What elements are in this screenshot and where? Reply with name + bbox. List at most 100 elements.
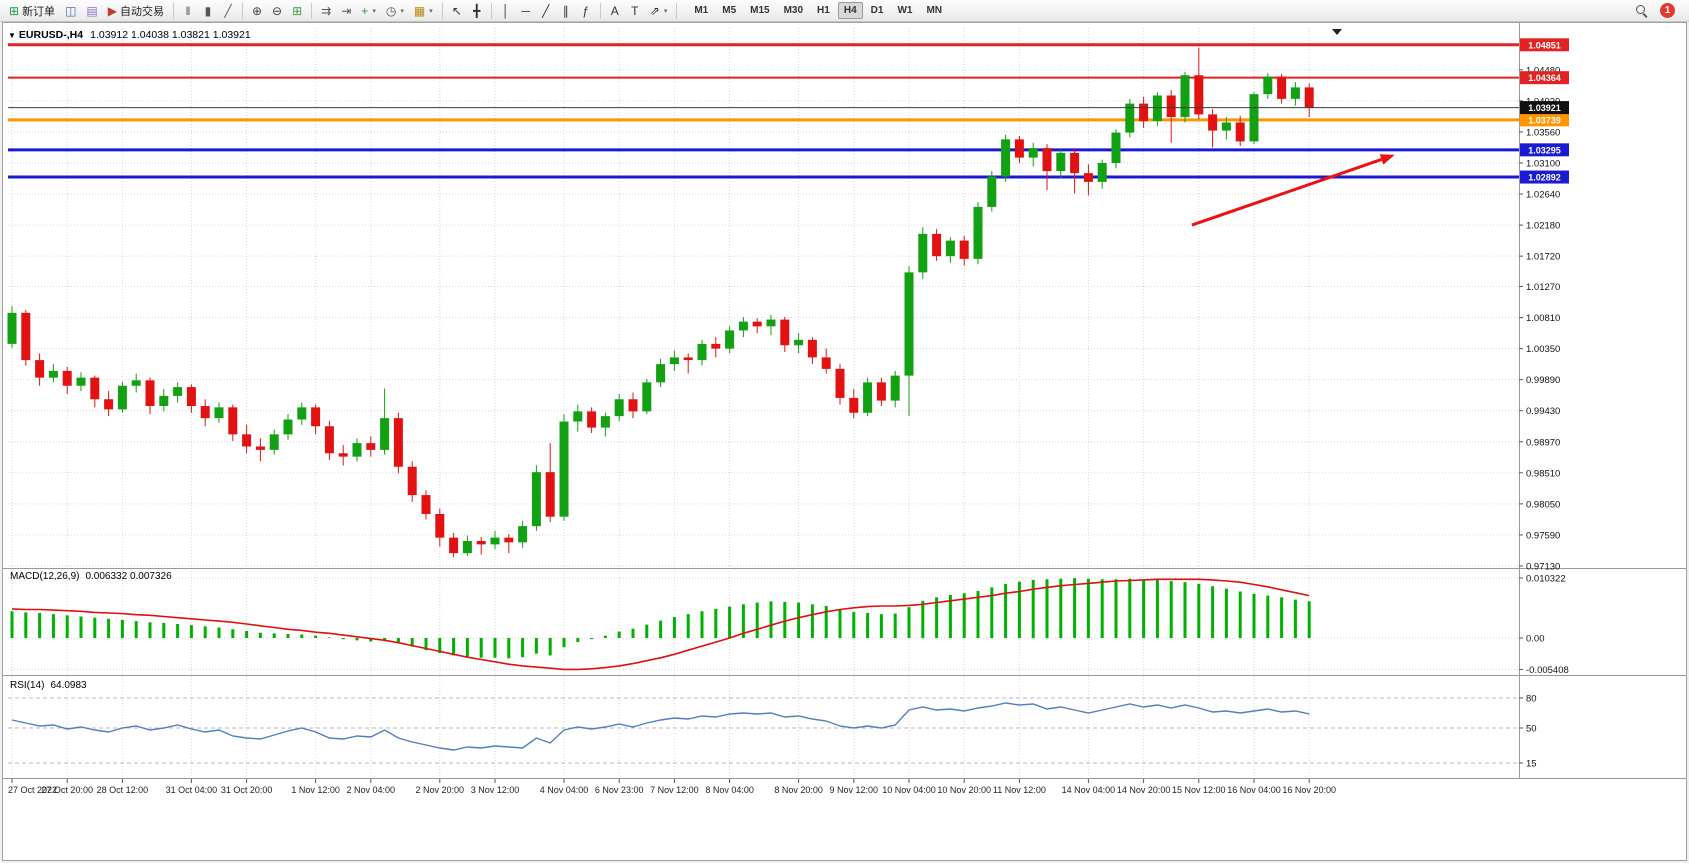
timeframe-w1-button[interactable]: W1 xyxy=(891,2,918,19)
auto-scroll-button[interactable]: ⇉ xyxy=(317,2,335,20)
svg-text:6 Nov 23:00: 6 Nov 23:00 xyxy=(595,785,644,795)
zoom-in-button[interactable]: ⊕ xyxy=(248,2,266,20)
rsi-line xyxy=(11,702,1310,751)
macd-signal-line xyxy=(11,578,1310,671)
notification-badge[interactable]: 1 xyxy=(1660,3,1675,18)
arrows-button[interactable]: ⇗ ▾ xyxy=(646,2,672,20)
candles[interactable] xyxy=(7,47,1314,558)
chart-menu-icon[interactable]: ▼ xyxy=(8,31,16,40)
rsi-value: 64.0983 xyxy=(50,680,87,691)
new-order-label: 新订单 xyxy=(22,5,56,18)
svg-text:11 Nov 12:00: 11 Nov 12:00 xyxy=(993,785,1046,795)
tile-windows-button[interactable]: ⊞ xyxy=(288,2,306,20)
new-order-button[interactable]: ⊞ 新订单 xyxy=(5,2,59,20)
periods-button[interactable]: ◷ ▾ xyxy=(382,2,408,20)
toolbar-separator xyxy=(172,2,174,19)
svg-text:4 Nov 04:00: 4 Nov 04:00 xyxy=(540,785,589,795)
svg-text:1 Nov 12:00: 1 Nov 12:00 xyxy=(291,785,340,795)
svg-text:0.98050: 0.98050 xyxy=(1526,499,1560,510)
svg-text:1.02180: 1.02180 xyxy=(1526,221,1560,232)
templates-button[interactable]: ▦ ▾ xyxy=(410,2,437,20)
fibonacci-button[interactable]: ƒ xyxy=(577,2,595,20)
market-watch-button[interactable]: ◫ xyxy=(61,2,80,20)
horizontal-line-button[interactable]: ─ xyxy=(517,2,535,20)
svg-text:0.99890: 0.99890 xyxy=(1526,375,1560,386)
svg-text:80: 80 xyxy=(1526,694,1537,705)
toolbar-separator xyxy=(490,2,492,19)
price-level-badge xyxy=(1520,113,1569,127)
macd-values: 0.006332 0.007326 xyxy=(85,571,172,582)
text-label-icon: T xyxy=(631,3,639,18)
timeframe-m5-button[interactable]: M5 xyxy=(716,2,742,19)
timeframe-m1-button[interactable]: M1 xyxy=(688,2,714,19)
svg-text:28 Oct 12:00: 28 Oct 12:00 xyxy=(97,785,149,795)
price-level-badge xyxy=(1520,38,1569,52)
svg-text:1.04364: 1.04364 xyxy=(1528,73,1561,83)
cursor-button[interactable]: ↖ xyxy=(448,2,466,20)
timeframe-h4-button[interactable]: H4 xyxy=(837,2,863,19)
auto-trading-icon: ▶ xyxy=(107,3,117,18)
svg-text:2 Nov 20:00: 2 Nov 20:00 xyxy=(416,785,465,795)
annotation-arrow[interactable] xyxy=(1191,158,1383,227)
toolbar-separator xyxy=(311,2,313,19)
price-scale[interactable]: 1.044801.040201.035601.031001.026401.021… xyxy=(1519,38,1569,770)
line-chart-button[interactable]: ╱ xyxy=(219,2,237,20)
search-button[interactable] xyxy=(1632,2,1652,20)
candlestick-chart-button[interactable]: ▮ xyxy=(199,2,217,20)
chart-shift-button[interactable]: ⇥ xyxy=(337,2,355,20)
svg-text:10 Nov 20:00: 10 Nov 20:00 xyxy=(937,785,991,795)
svg-text:50: 50 xyxy=(1526,724,1537,735)
periods-icon: ◷ xyxy=(385,3,397,18)
svg-text:1.03100: 1.03100 xyxy=(1526,159,1560,170)
annotation-arrow-head[interactable] xyxy=(1379,154,1395,165)
pane-separators[interactable] xyxy=(3,23,1686,779)
periods-dropdown-icon: ▾ xyxy=(400,7,404,15)
trendline-button[interactable]: ╱ xyxy=(537,2,555,20)
horizontal-line-icon: ─ xyxy=(521,3,530,18)
bar-chart-button[interactable]: ‖ xyxy=(179,2,197,20)
trendline-icon: ╱ xyxy=(542,3,550,18)
svg-text:1.03560: 1.03560 xyxy=(1526,127,1560,138)
svg-text:1.00350: 1.00350 xyxy=(1526,344,1560,355)
svg-text:1.02640: 1.02640 xyxy=(1526,190,1560,201)
text-label-button[interactable]: T xyxy=(626,2,644,20)
arrows-icon: ⇗ xyxy=(649,3,660,18)
svg-text:1.01270: 1.01270 xyxy=(1526,282,1560,293)
svg-text:16 Nov 20:00: 16 Nov 20:00 xyxy=(1282,785,1336,795)
crosshair-button[interactable]: ╋ xyxy=(468,2,486,20)
cursor-icon: ↖ xyxy=(451,3,462,18)
timeframe-mn-button[interactable]: MN xyxy=(920,2,948,19)
svg-text:14 Nov 04:00: 14 Nov 04:00 xyxy=(1062,785,1116,795)
svg-text:8 Nov 04:00: 8 Nov 04:00 xyxy=(705,785,754,795)
zoom-out-button[interactable]: ⊖ xyxy=(268,2,286,20)
svg-text:31 Oct 20:00: 31 Oct 20:00 xyxy=(221,785,273,795)
indicators-button[interactable]: + ▾ xyxy=(357,2,380,20)
equidistant-channel-button[interactable]: ∥ xyxy=(557,2,575,20)
navigator-button[interactable]: ▤ xyxy=(82,2,101,20)
text-icon: A xyxy=(610,3,619,18)
svg-text:0.97130: 0.97130 xyxy=(1526,561,1560,572)
timeframe-d1-button[interactable]: D1 xyxy=(865,2,890,19)
line-chart-icon: ╱ xyxy=(224,3,232,18)
price-level-badge xyxy=(1520,143,1569,157)
svg-text:1.04480: 1.04480 xyxy=(1526,65,1560,76)
price-level-badge xyxy=(1520,170,1569,184)
timeframe-m30-button[interactable]: M30 xyxy=(778,2,809,19)
scroll-marker-icon xyxy=(1332,29,1342,35)
macd-indicator-label: MACD(12,26,9) 0.006332 0.007326 xyxy=(10,571,172,582)
current-price-badge xyxy=(1520,101,1569,115)
text-button[interactable]: A xyxy=(606,2,624,20)
vertical-line-button[interactable]: │ xyxy=(497,2,515,20)
chart-symbol-period: EURUSD-,H4 xyxy=(18,29,84,41)
timeframe-h1-button[interactable]: H1 xyxy=(811,2,836,19)
tile-windows-icon: ⊞ xyxy=(292,3,303,18)
auto-trading-button[interactable]: ▶ 自动交易 xyxy=(104,2,168,20)
svg-text:7 Nov 12:00: 7 Nov 12:00 xyxy=(650,785,699,795)
timeframe-m15-button[interactable]: M15 xyxy=(744,2,775,19)
svg-text:3 Nov 12:00: 3 Nov 12:00 xyxy=(471,785,520,795)
chart-ohlc-values: 1.03912 1.04038 1.03821 1.03921 xyxy=(90,29,251,41)
svg-text:1.01720: 1.01720 xyxy=(1526,252,1560,263)
svg-text:0.97590: 0.97590 xyxy=(1526,530,1560,541)
